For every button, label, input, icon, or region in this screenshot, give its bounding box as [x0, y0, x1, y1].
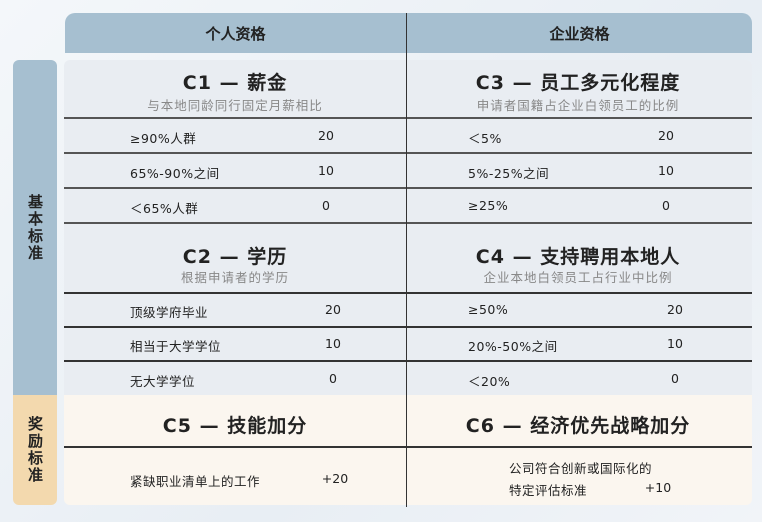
- c6-label-line1: 公司符合创新或国际化的: [509, 461, 653, 476]
- c3-row-label: ＜5%: [468, 131, 502, 146]
- basic-panel: [64, 60, 752, 395]
- c2-row-label: 无大学学位: [130, 374, 196, 389]
- c4-row-value: 20: [667, 302, 683, 317]
- c1-subtitle: 与本地同龄同行固定月薪相比: [147, 98, 323, 113]
- c5-value: +20: [321, 471, 349, 486]
- c2-subtitle: 根据申请者的学历: [180, 270, 289, 285]
- c3-row-value: 10: [658, 163, 674, 178]
- side-basic: 基本标准: [13, 60, 57, 395]
- c1-row-label: ＜65%人群: [130, 201, 199, 216]
- c4-row-value: 0: [671, 371, 679, 386]
- divider: [64, 222, 752, 224]
- c4-row-label: 20%-50%之间: [468, 339, 558, 354]
- c1-row-label: 65%-90%之间: [130, 166, 220, 181]
- divider: [64, 152, 752, 154]
- header-enterprise: 企业资格: [407, 13, 752, 53]
- c5-title: C5 — 技能加分: [162, 415, 308, 437]
- c2-row-label: 顶级学府毕业: [130, 305, 209, 320]
- column-divider: [406, 13, 407, 507]
- c5-label: 紧缺职业清单上的工作: [130, 474, 261, 489]
- c1-row-label: ≥90%人群: [130, 131, 197, 146]
- divider: [64, 292, 752, 294]
- c1-title: C1 — 薪金: [182, 72, 288, 94]
- c3-row-label: ≥25%: [468, 198, 509, 213]
- c2-row-value: 20: [325, 302, 341, 317]
- c4-row-label: ≥50%: [468, 302, 509, 317]
- divider: [64, 117, 752, 119]
- c3-row-label: 5%-25%之间: [468, 166, 550, 181]
- c6-label-line2: 特定评估标准: [509, 483, 588, 498]
- c2-row-label: 相当于大学学位: [130, 339, 222, 354]
- side-bonus: 奖励标准: [13, 395, 57, 505]
- c3-row-value: 20: [658, 128, 674, 143]
- header-personal: 个人资格: [65, 13, 406, 53]
- c2-row-value: 0: [329, 371, 337, 386]
- c1-row-value: 10: [318, 163, 334, 178]
- c6-title: C6 — 经济优先战略加分: [465, 415, 691, 437]
- c1-row-value: 20: [318, 128, 334, 143]
- c3-row-value: 0: [662, 198, 670, 213]
- c4-subtitle: 企业本地白领员工占行业中比例: [483, 270, 673, 285]
- c3-subtitle: 申请者国籍占企业白领员工的比例: [476, 98, 680, 113]
- c1-row-value: 0: [322, 198, 330, 213]
- c6-value: +10: [644, 480, 672, 495]
- bonus-panel: [64, 395, 752, 505]
- divider: [64, 446, 752, 448]
- divider: [64, 360, 752, 362]
- c4-row-value: 10: [667, 336, 683, 351]
- c4-row-label: ＜20%: [468, 374, 511, 389]
- c3-title: C3 — 员工多元化程度: [475, 72, 681, 94]
- divider: [64, 187, 752, 189]
- c4-title: C4 — 支持聘用本地人: [475, 246, 681, 268]
- c2-title: C2 — 学历: [182, 246, 288, 268]
- c2-row-value: 10: [325, 336, 341, 351]
- divider: [64, 326, 752, 328]
